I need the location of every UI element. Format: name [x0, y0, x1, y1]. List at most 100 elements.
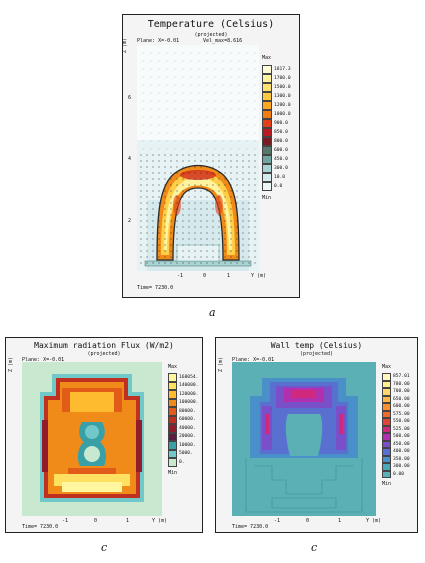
legend-value: 857.01 [393, 374, 410, 380]
legend-entry: 900.0 [262, 119, 291, 128]
legend-entry: 550.00 [382, 418, 410, 426]
x-tick: 1 [227, 273, 231, 279]
legend-value: 1700.0 [274, 76, 291, 81]
legend-swatch [262, 92, 272, 101]
legend-entry: 700.00 [382, 388, 410, 396]
legend-swatch [168, 390, 177, 399]
x-tick: 1 [338, 518, 342, 524]
legend-value: 350.00 [393, 456, 410, 462]
legend-entry: 140000. [168, 381, 198, 390]
time-label: Time= 7230.0 [137, 285, 174, 291]
legend-swatch [382, 395, 391, 403]
legend-swatch [382, 418, 391, 426]
legend-value: 450.00 [393, 441, 410, 447]
legend-max-label: Max [168, 364, 178, 370]
legend-value: 0.00 [393, 471, 405, 477]
legend-swatch [262, 101, 272, 110]
legend-value: 1000.0 [274, 112, 291, 117]
legend-swatch [262, 110, 272, 119]
legend-entry: 1300.0 [262, 92, 291, 101]
legend-value: 300.00 [393, 464, 410, 470]
legend-swatch [382, 403, 391, 411]
legend-entry: 525.00 [382, 425, 410, 433]
legend-entry: 800.0 [262, 137, 291, 146]
legend-value: 900.0 [274, 121, 288, 126]
legend-entry: 0.00 [382, 470, 410, 478]
y-axis-label: Z (m) [8, 356, 14, 372]
legend-swatch [262, 182, 272, 191]
legend-entry: 400.00 [382, 448, 410, 456]
caption-c-right: c [311, 541, 318, 554]
legend-entry: 857.01 [382, 373, 410, 381]
legend-value: 5000. [179, 451, 193, 457]
legend-entry: 60000. [168, 415, 198, 424]
legend-entry: 80000. [168, 407, 198, 416]
y-tick: 2 [128, 218, 132, 224]
legend-swatch [262, 146, 272, 155]
legend-value: 300.0 [274, 166, 288, 171]
panel-title: Maximum radiation Flux (W/m2) [34, 341, 174, 350]
legend-swatch [262, 173, 272, 182]
legend-entry: 450.00 [382, 440, 410, 448]
temperature-field-plot [137, 45, 259, 271]
temperature-panel: Temperature (Celsius) (projected) Plane:… [122, 14, 300, 298]
legend-value: 400.00 [393, 449, 410, 455]
x-tick: 1 [126, 518, 130, 524]
legend-entry: 20000. [168, 432, 198, 441]
y-axis-label: Z (m) [122, 37, 128, 53]
legend-value: 550.00 [393, 419, 410, 425]
caption-a: a [209, 306, 216, 319]
legend-entry: 500.00 [382, 433, 410, 441]
legend-swatch [382, 380, 391, 388]
legend-entry: 350.00 [382, 455, 410, 463]
legend-swatch [168, 441, 177, 450]
legend-entry: 1200.0 [262, 101, 291, 110]
legend-swatch [262, 74, 272, 83]
legend-swatch [168, 458, 177, 467]
panel-subtitle: (projected) [299, 351, 334, 357]
legend-value: 850.0 [274, 130, 288, 135]
legend-entry: 600.0 [262, 146, 291, 155]
legend-swatch [168, 449, 177, 458]
legend-swatch [168, 415, 177, 424]
legend-value: 700.00 [393, 389, 410, 395]
legend-entry: 1000.0 [262, 110, 291, 119]
legend-entry: 5000. [168, 449, 198, 458]
legend-entry: 575.00 [382, 410, 410, 418]
legend-entry: 120000. [168, 390, 198, 399]
legend-swatch [262, 83, 272, 92]
legend-entry: 1500.0 [262, 83, 291, 92]
legend-value: 1300.0 [274, 94, 291, 99]
legend-swatch [382, 470, 391, 478]
legend-min-label: Min [168, 469, 178, 476]
legend-swatch [262, 155, 272, 164]
legend-swatch [382, 455, 391, 463]
x-tick: 0 [203, 273, 207, 279]
legend-entry: 1700.0 [262, 74, 291, 83]
x-tick: -1 [274, 518, 281, 524]
legend-value: 10000. [179, 442, 196, 448]
legend-entry: 300.00 [382, 463, 410, 471]
legend-entry: 0. [168, 458, 198, 467]
legend-swatch [382, 425, 391, 433]
y-axis-label: Z (m) [218, 356, 224, 372]
x-tick: 0 [94, 518, 98, 524]
legend-value: 450.0 [274, 157, 288, 162]
legend-value: 500.00 [393, 434, 410, 440]
legend-swatch [262, 119, 272, 128]
x-tick: 0 [306, 518, 310, 524]
radiation-flux-panel: Maximum radiation Flux (W/m2) (projected… [5, 337, 203, 533]
legend-value: 650.00 [393, 396, 410, 402]
legend-swatch [168, 407, 177, 416]
legend-entry: 0.0 [262, 182, 291, 191]
legend-entry: 600.00 [382, 403, 410, 411]
legend-value: 40000. [179, 425, 196, 431]
x-tick: -1 [177, 273, 184, 279]
legend-swatch [168, 373, 177, 382]
legend-value: 0.0 [274, 184, 283, 189]
color-legend: Max 857.01 780.00 700.00 650.00 600.00 575.00… [382, 364, 410, 487]
color-legend: Max 1817.3 1700.0 1500.0 1300.0 1200.0 1000.0… [262, 55, 291, 201]
legend-swatch [262, 137, 272, 146]
legend-entry: 850.0 [262, 128, 291, 137]
x-tick: -1 [62, 518, 69, 524]
